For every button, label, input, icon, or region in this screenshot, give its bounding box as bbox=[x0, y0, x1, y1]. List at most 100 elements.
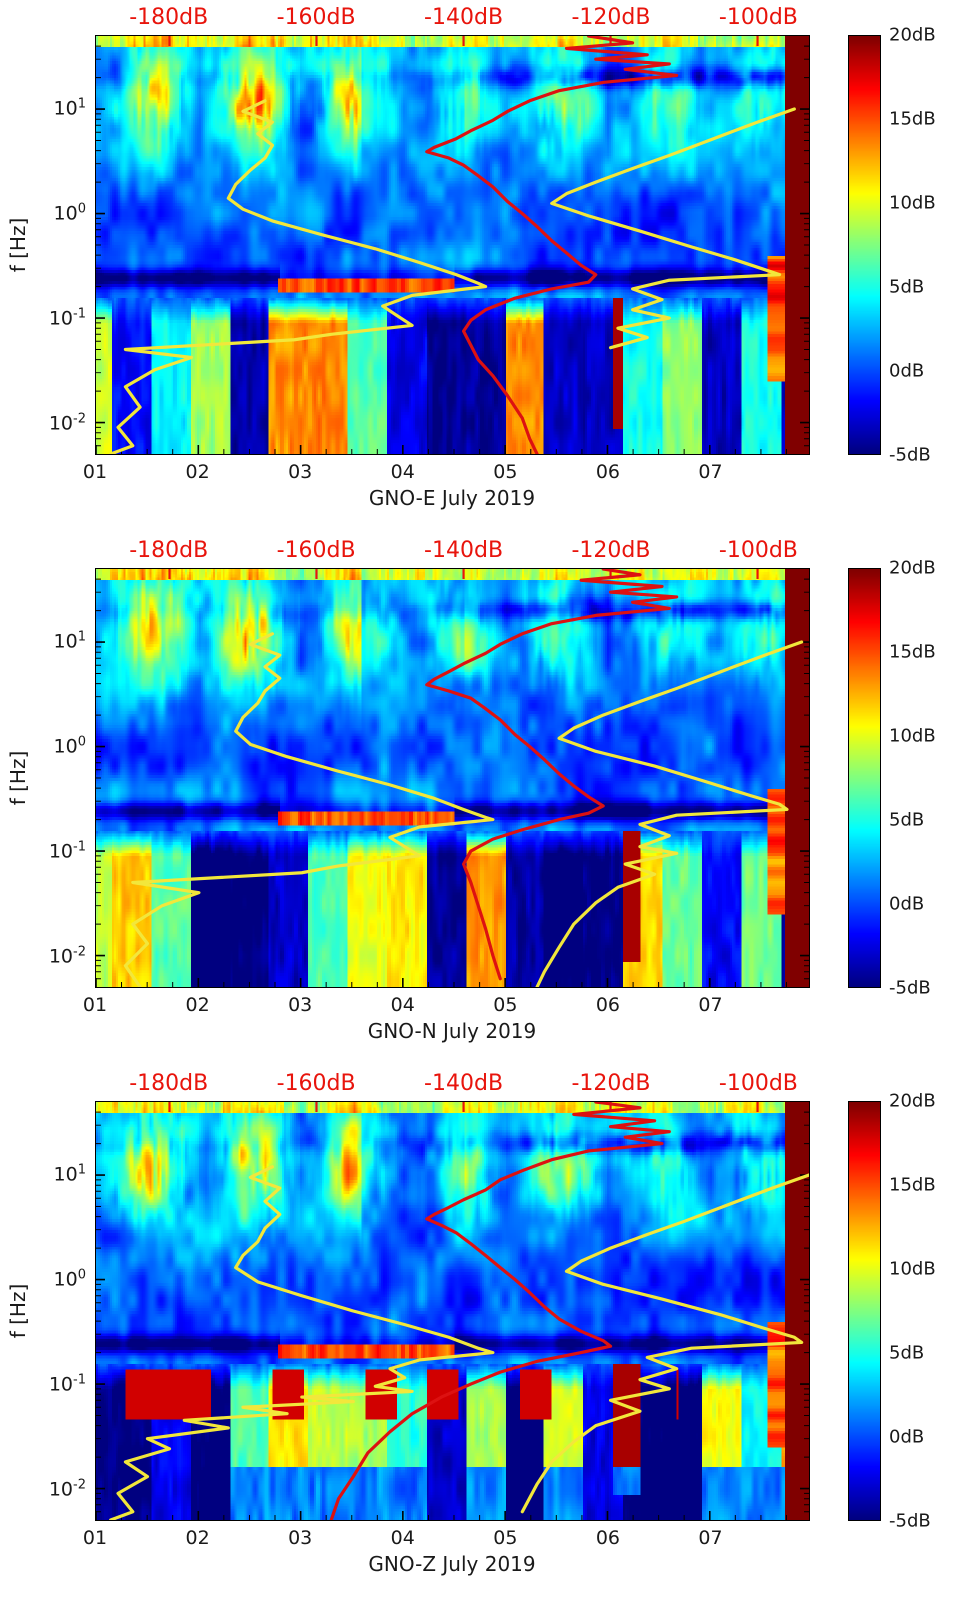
colorbar bbox=[848, 568, 881, 988]
colorbar-gradient bbox=[849, 1102, 880, 1520]
yellow-max-spectrum-line bbox=[550, 107, 796, 350]
top-db-tick-label: -160dB bbox=[276, 5, 356, 30]
y-tick-label: 10-2 bbox=[48, 1477, 86, 1502]
top-db-tick-label: -120dB bbox=[571, 5, 651, 30]
x-tick-label: 06 bbox=[595, 1527, 620, 1549]
y-tick-label: 10-2 bbox=[48, 411, 86, 436]
spectrogram-plot bbox=[95, 568, 810, 988]
colorbar-tick-label: 20dB bbox=[889, 1090, 936, 1112]
top-db-axis-ticks bbox=[168, 569, 759, 579]
yellow-max-spectrum-line bbox=[520, 1173, 809, 1514]
y-tick-label: 101 bbox=[53, 96, 86, 121]
colorbar-tick-label: 10dB bbox=[889, 725, 936, 747]
x-tick-label: 07 bbox=[698, 461, 723, 483]
colorbar-tick-label: 5dB bbox=[889, 276, 925, 298]
spectrogram-plot bbox=[95, 35, 810, 455]
top-db-axis-ticks bbox=[168, 1102, 759, 1112]
colorbar-tick-label: 5dB bbox=[889, 809, 925, 831]
y-axis-label: f [Hz] bbox=[6, 1283, 30, 1339]
axis-major-ticks bbox=[96, 108, 809, 454]
panel-gno-n: -180dB -160dB -140dB -120dB -100dB f [Hz] 10… bbox=[0, 533, 962, 1066]
yellow-min-spectrum-line bbox=[123, 632, 495, 987]
x-tick-label: 02 bbox=[185, 461, 210, 483]
x-tick-label: 02 bbox=[185, 994, 210, 1016]
overlay-lines-and-ticks bbox=[96, 1102, 809, 1520]
colorbar-tick-label: 10dB bbox=[889, 1258, 936, 1280]
axis-minor-ticks bbox=[96, 1111, 809, 1520]
x-axis-title: GNO-Z July 2019 bbox=[368, 1552, 536, 1576]
red-spectrum-line bbox=[329, 1102, 671, 1520]
y-tick-label: 10-1 bbox=[48, 839, 86, 864]
x-tick-label: 06 bbox=[595, 461, 620, 483]
colorbar-tick-label: 15dB bbox=[889, 1174, 936, 1196]
red-spectrum-line bbox=[425, 569, 679, 981]
top-db-tick-label: -180dB bbox=[129, 1071, 209, 1096]
top-db-tick-label: -100dB bbox=[718, 538, 798, 563]
x-tick-label: 03 bbox=[288, 1527, 313, 1549]
top-db-tick-label: -120dB bbox=[571, 538, 651, 563]
y-tick-label: 101 bbox=[53, 629, 86, 654]
yellow-max-spectrum-line bbox=[535, 640, 804, 987]
x-axis-title: GNO-E July 2019 bbox=[368, 486, 536, 510]
x-tick-label: 01 bbox=[82, 461, 108, 483]
top-db-tick-label: -140dB bbox=[424, 538, 504, 563]
x-tick-label: 04 bbox=[390, 461, 415, 483]
axis-major-ticks bbox=[96, 641, 809, 987]
top-db-tick-label: -160dB bbox=[276, 1071, 356, 1096]
overlay-lines-and-ticks bbox=[96, 36, 809, 454]
x-tick-label: 07 bbox=[698, 1527, 723, 1549]
colorbar-tick-label: 0dB bbox=[889, 1426, 925, 1448]
yellow-min-spectrum-line bbox=[109, 1165, 495, 1520]
x-tick-label: 07 bbox=[698, 994, 723, 1016]
top-db-tick-label: -180dB bbox=[129, 5, 209, 30]
colorbar-tick-label: -5dB bbox=[889, 977, 931, 999]
y-axis-label: f [Hz] bbox=[6, 750, 30, 806]
x-tick-label: 04 bbox=[390, 994, 415, 1016]
colorbar-tick-label: 20dB bbox=[889, 557, 936, 579]
x-tick-label: 03 bbox=[288, 461, 313, 483]
x-tick-label: 05 bbox=[493, 1527, 518, 1549]
x-tick-label: 01 bbox=[82, 1527, 108, 1549]
top-db-tick-label: -120dB bbox=[571, 1071, 651, 1096]
x-tick-label: 05 bbox=[493, 994, 518, 1016]
x-tick-label: 04 bbox=[390, 1527, 415, 1549]
colorbar-tick-label: 15dB bbox=[889, 641, 936, 663]
x-axis-title: GNO-N July 2019 bbox=[367, 1019, 537, 1043]
colorbar bbox=[848, 35, 881, 455]
x-tick-label: 01 bbox=[82, 994, 108, 1016]
panel-gno-e: -180dB -160dB -140dB -120dB -100dB f [Hz] 10… bbox=[0, 0, 962, 533]
x-tick-label: 03 bbox=[288, 994, 313, 1016]
axis-minor-ticks bbox=[96, 578, 809, 987]
top-db-tick-label: -180dB bbox=[129, 538, 209, 563]
x-tick-label: 05 bbox=[493, 461, 518, 483]
top-db-tick-label: -140dB bbox=[424, 5, 504, 30]
colorbar bbox=[848, 1101, 881, 1521]
colorbar-tick-label: 0dB bbox=[889, 893, 925, 915]
colorbar-gradient bbox=[849, 569, 880, 987]
top-db-tick-label: -140dB bbox=[424, 1071, 504, 1096]
colorbar-tick-label: -5dB bbox=[889, 1510, 931, 1532]
spectrogram-plot bbox=[95, 1101, 810, 1521]
y-tick-label: 10-1 bbox=[48, 1372, 86, 1397]
colorbar-tick-label: -5dB bbox=[889, 444, 931, 466]
y-tick-label: 10-2 bbox=[48, 944, 86, 969]
y-axis-label: f [Hz] bbox=[6, 217, 30, 273]
colorbar-tick-label: 5dB bbox=[889, 1342, 925, 1364]
top-db-tick-label: -100dB bbox=[718, 5, 798, 30]
top-db-axis-ticks bbox=[168, 36, 759, 46]
overlay-lines-and-ticks bbox=[96, 569, 809, 987]
top-db-tick-label: -100dB bbox=[718, 1071, 798, 1096]
red-spectrum-line bbox=[425, 36, 679, 454]
yellow-min-spectrum-line bbox=[109, 99, 488, 454]
x-tick-label: 06 bbox=[595, 994, 620, 1016]
y-tick-label: 101 bbox=[53, 1162, 86, 1187]
colorbar-tick-label: 0dB bbox=[889, 360, 925, 382]
top-db-tick-label: -160dB bbox=[276, 538, 356, 563]
x-tick-label: 02 bbox=[185, 1527, 210, 1549]
y-tick-label: 10-1 bbox=[48, 306, 86, 331]
colorbar-tick-label: 15dB bbox=[889, 108, 936, 130]
colorbar-gradient bbox=[849, 36, 880, 454]
spectrogram-image bbox=[96, 1102, 809, 1520]
colorbar-tick-label: 20dB bbox=[889, 24, 936, 46]
